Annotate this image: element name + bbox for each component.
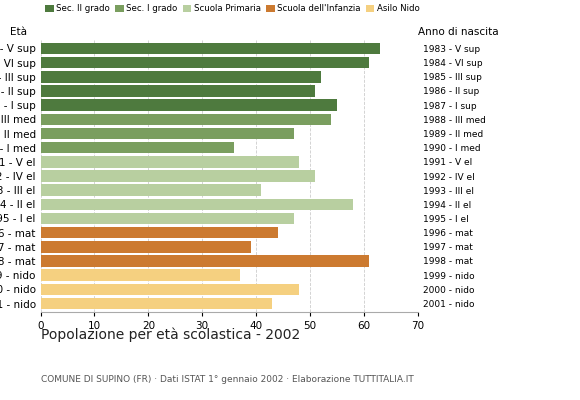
Bar [41,128,293,139]
Bar [41,184,262,196]
Bar [41,213,293,224]
Bar [41,43,380,54]
Bar [41,85,316,97]
Text: Anno di nascita: Anno di nascita [418,27,498,37]
Bar [41,255,369,267]
Bar [41,284,299,295]
Bar [41,57,369,68]
Text: Popolazione per età scolastica - 2002: Popolazione per età scolastica - 2002 [41,328,300,342]
Legend: Sec. II grado, Sec. I grado, Scuola Primaria, Scuola dell'Infanzia, Asilo Nido: Sec. II grado, Sec. I grado, Scuola Prim… [45,4,420,13]
Bar [41,298,272,309]
Bar [41,170,316,182]
Text: COMUNE DI SUPINO (FR) · Dati ISTAT 1° gennaio 2002 · Elaborazione TUTTITALIA.IT: COMUNE DI SUPINO (FR) · Dati ISTAT 1° ge… [41,375,414,384]
Bar [41,241,251,253]
Text: Età: Età [10,27,27,37]
Bar [41,198,353,210]
Bar [41,114,331,125]
Bar [41,227,278,238]
Bar [41,269,240,281]
Bar [41,99,337,111]
Bar [41,142,234,154]
Bar [41,71,321,83]
Bar [41,156,299,168]
